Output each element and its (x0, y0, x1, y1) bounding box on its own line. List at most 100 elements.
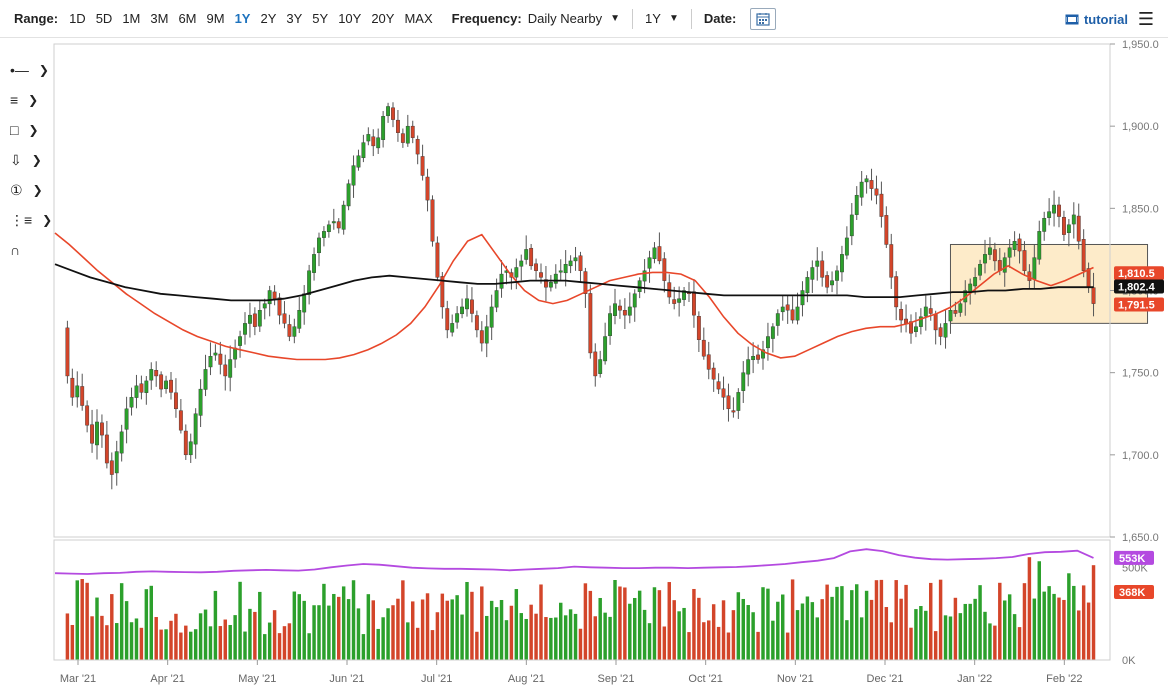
range-button-1y[interactable]: 1Y (234, 11, 251, 26)
volume-bar (1067, 573, 1071, 660)
range-button-5y[interactable]: 5Y (312, 11, 329, 26)
candle-body (810, 267, 815, 280)
volume-label-text: 553K (1119, 553, 1145, 565)
tool-magnet[interactable]: ∩ (10, 235, 50, 265)
range-button-5d[interactable]: 5D (95, 11, 113, 26)
candle-body (524, 249, 529, 260)
candle-body (376, 137, 381, 149)
volume-bar (366, 594, 371, 660)
volume-bar (751, 612, 755, 660)
candle-body (243, 323, 247, 335)
tool-trend[interactable]: ≡ ❯ (10, 85, 50, 115)
chevron-right-icon: ❯ (42, 213, 53, 227)
candle-body (440, 276, 445, 308)
range-button-9m[interactable]: 9M (206, 11, 225, 26)
candle-body (129, 397, 134, 408)
tool-number[interactable]: ① ❯ (10, 175, 50, 205)
candle-body (539, 272, 543, 278)
volume-bar (568, 609, 573, 660)
date-label: Date: (703, 11, 737, 26)
candle-body (331, 221, 336, 224)
toolbar: Range: 1D 5D 1M 3M 6M 9M 1Y 2Y 3Y 5Y 10Y 20Y MAX Fre… (0, 0, 1168, 38)
sma-50-line (54, 232, 1094, 361)
candle-body (85, 405, 90, 426)
sma-200-line (54, 263, 1094, 302)
candle-body (820, 260, 825, 278)
x-tick-label: Jun '21 (329, 673, 364, 685)
tool-shape[interactable]: □ ❯ (10, 115, 50, 145)
volume-bar (707, 620, 711, 660)
candle-body (918, 316, 923, 327)
calendar-button[interactable] (750, 7, 777, 30)
range-button-1d[interactable]: 1D (69, 11, 86, 26)
volume-bar (312, 605, 316, 660)
period-dropdown[interactable]: 1Y ▼ (645, 11, 679, 26)
candle-body (672, 299, 677, 304)
volume-bar (193, 629, 198, 660)
tool-crosshair[interactable]: •— ❯ (10, 55, 50, 85)
candle-body (361, 142, 366, 159)
price-label-text: 1,802.4 (1118, 282, 1156, 294)
x-tick-label: Jul '21 (421, 673, 452, 685)
candle-body (751, 356, 756, 361)
price-label-tag (1114, 266, 1164, 281)
volume-bar (361, 634, 366, 660)
x-tick-label: Sep '21 (598, 673, 635, 685)
candle-body (124, 408, 129, 430)
range-button-6m[interactable]: 6M (178, 11, 197, 26)
candle-body (509, 272, 514, 278)
candle-body (470, 299, 474, 314)
candle-body (213, 352, 218, 356)
range-button-3y[interactable]: 3Y (286, 11, 303, 26)
chevron-right-icon: ❯ (38, 63, 49, 77)
volume-bar (489, 600, 494, 660)
candle-body (178, 410, 183, 431)
range-button-1m[interactable]: 1M (122, 11, 141, 26)
candle-body (904, 318, 908, 324)
range-button-max[interactable]: MAX (404, 11, 433, 26)
tool-fibonacci[interactable]: ⋮≡ ❯ (10, 205, 53, 235)
range-button-3m[interactable]: 3M (150, 11, 169, 26)
candle-body (553, 273, 558, 284)
candle-body (188, 441, 193, 456)
candle-body (603, 336, 608, 362)
chevron-down-icon: ▼ (668, 13, 679, 24)
candle-body (1012, 240, 1017, 250)
frequency-dropdown[interactable]: Daily Nearby ▼ (528, 11, 620, 26)
x-tick-label: Dec '21 (867, 673, 904, 685)
tutorial-link[interactable]: 🎞 tutorial (1064, 12, 1128, 28)
candle-body (317, 237, 321, 254)
candle-body (1076, 215, 1081, 242)
tool-arrow[interactable]: ⇩ ❯ (10, 145, 50, 175)
price-label-text: 1,791.5 (1118, 299, 1155, 311)
volume-bar (874, 580, 879, 660)
candle-body (149, 369, 154, 381)
candle-body (144, 380, 149, 393)
volume-bar (983, 611, 987, 660)
volume-bar (110, 594, 114, 660)
range-button-2y[interactable]: 2Y (260, 11, 277, 26)
volume-bar (386, 608, 390, 660)
candle-body (785, 304, 790, 311)
candle-body (1047, 211, 1052, 218)
volume-bar (840, 586, 844, 660)
volume-bar (894, 580, 898, 660)
volume-bar (475, 631, 479, 660)
volume-bar (583, 583, 588, 660)
divider (690, 8, 692, 29)
axes: 1,950.0 1,900.0 1,850.0 1,800.0 1,750.0 1,700… (53, 39, 1164, 685)
candle-body (642, 270, 647, 282)
candle-body (346, 183, 351, 207)
range-button-10y[interactable]: 10Y (338, 11, 362, 26)
volume-bar (411, 601, 415, 660)
volume-bar (322, 583, 326, 660)
candle-body (938, 327, 943, 337)
volume-bar (539, 584, 543, 660)
volume-tick-label: 0K (1122, 655, 1136, 667)
range-button-20y[interactable]: 20Y (371, 11, 395, 26)
volume-bar (85, 582, 89, 660)
volume-bar (203, 609, 208, 660)
candle-body (100, 422, 104, 436)
hamburger-menu-icon[interactable]: ☰ (1137, 9, 1154, 29)
